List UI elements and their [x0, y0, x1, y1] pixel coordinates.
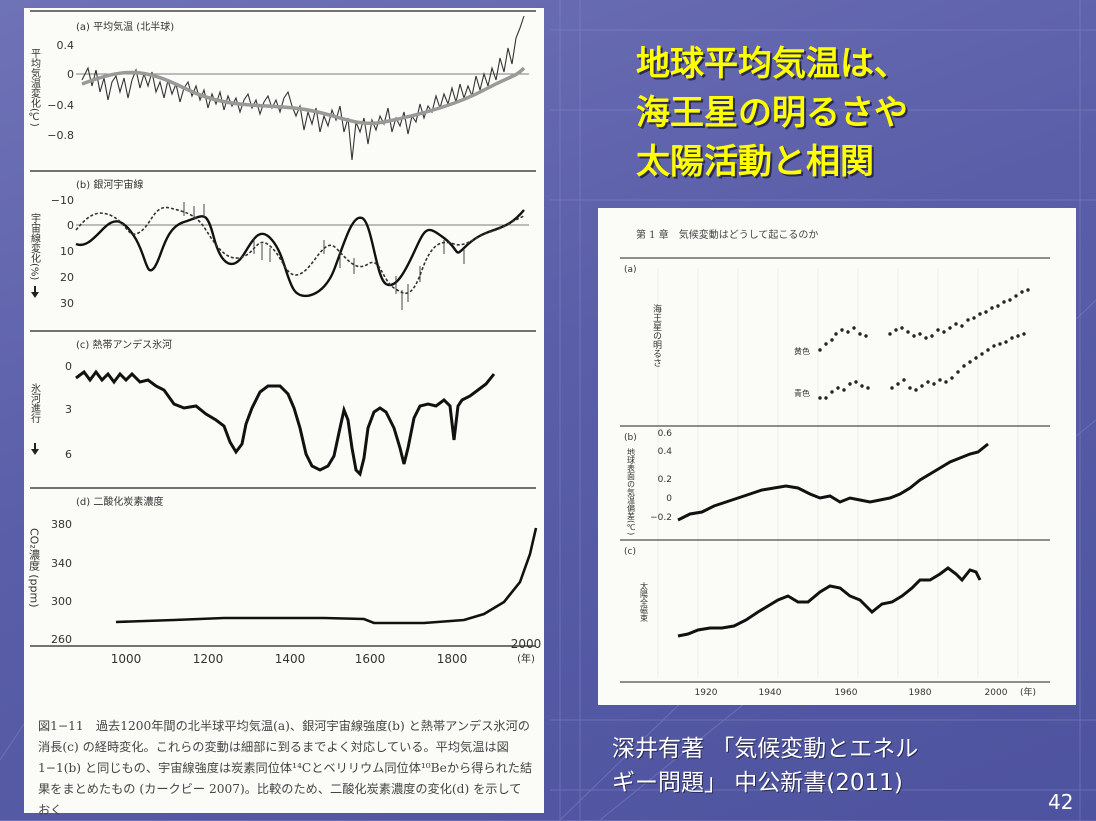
left-c-tick-3: 6: [65, 448, 72, 461]
left-x-tick-1000: 1000: [111, 652, 142, 666]
left-x-tick-1200: 1200: [193, 652, 224, 666]
left-d-co2-series: [115, 527, 538, 625]
left-panel-b-label: (b) 銀河宇宙線: [76, 178, 143, 191]
left-d-tick-4: 260: [51, 633, 72, 646]
left-x-tick-2000: 2000: [511, 637, 542, 651]
slide-title-line-2: 海王星の明るさや: [636, 93, 908, 133]
left-panel-c-label: (c) 熱帯アンデス氷河: [76, 338, 172, 351]
left-x-tick-1600: 1600: [355, 652, 386, 666]
left-panel-c-ylabel: 氷河進行: [29, 382, 41, 424]
right-x-unit: (年): [1020, 686, 1036, 698]
left-b-tick-3: 10: [60, 245, 74, 258]
right-c-solar-flux-series: [677, 566, 982, 638]
left-d-tick-3: 300: [51, 595, 72, 608]
left-c-tick-1: 0: [65, 360, 72, 373]
page-number: 42: [1048, 790, 1074, 814]
left-a-tick-2: 0: [67, 68, 74, 81]
left-b-tick-1: −10: [51, 194, 74, 207]
left-c-glacier-series: [75, 369, 496, 477]
left-d-tick-2: 340: [51, 557, 72, 570]
right-figure-chart: 第 1 章 気候変動はどうして起こるのか (a) (b) (c) 海王星の明るさ…: [620, 228, 1050, 698]
left-figure-page: (a) 平均気温 (北半球) (b) 銀河宇宙線 (c) 熱帯アンデス氷河 (d…: [24, 8, 544, 817]
citation-line-2: ギー問題」 中公新書(2011): [612, 770, 903, 796]
right-figure-header: 第 1 章 気候変動はどうして起こるのか: [636, 228, 818, 241]
left-a-temperature-series: [81, 15, 525, 161]
right-panel-b-label: (b): [624, 433, 637, 443]
right-panel-b-ylabel: 地球表面の気温偏差(℃): [626, 447, 636, 535]
series-label-yellow: 黄色: [794, 346, 810, 356]
left-figure-caption: 図1−11 過去1200年間の北半球平均気温(a)、銀河宇宙線強度(b) と熱帯…: [38, 719, 533, 817]
left-d-tick-1: 380: [51, 518, 72, 531]
left-b-tick-4: 20: [60, 271, 74, 284]
citation: 深井有著 「気候変動とエネル ギー問題」 中公新書(2011): [612, 732, 918, 800]
right-panel-c-label: (c): [624, 547, 636, 557]
right-x-tick-1940: 1940: [759, 688, 782, 698]
left-b-tick-5: 30: [60, 297, 74, 310]
right-b-tick-3: 0.2: [658, 475, 672, 485]
right-b-tick-2: 0.4: [658, 447, 673, 457]
down-arrows: [31, 286, 39, 455]
right-b-tick-1: 0.6: [658, 429, 673, 439]
neptune-blue-dots: [818, 332, 1026, 400]
right-x-tick-2000: 2000: [985, 688, 1008, 698]
right-x-tick-1980: 1980: [909, 688, 932, 698]
right-panel-c-ylabel: 太陽全磁束: [640, 581, 649, 623]
left-x-tick-1800: 1800: [437, 652, 468, 666]
right-figure-page: 第 1 章 気候変動はどうして起こるのか (a) (b) (c) 海王星の明るさ…: [598, 208, 1076, 705]
right-b-tick-4: 0: [666, 494, 672, 504]
neptune-yellow-dots: [818, 288, 1030, 352]
left-x-tick-1400: 1400: [275, 652, 306, 666]
right-b-temperature-series: [677, 442, 989, 522]
left-a-tick-1: 0.4: [57, 39, 75, 52]
right-panel-a-ylabel: 海王星の明るさ: [651, 303, 662, 367]
left-a-smooth-series: [81, 66, 526, 125]
left-a-tick-3: −0.4: [47, 99, 74, 112]
left-x-unit: (年): [517, 652, 535, 665]
left-figure-chart: (a) 平均気温 (北半球) (b) 銀河宇宙線 (c) 熱帯アンデス氷河 (d…: [28, 10, 542, 666]
slide-title-line-3: 太陽活動と相関: [636, 142, 874, 182]
left-panel-a-label: (a) 平均気温 (北半球): [76, 20, 174, 33]
left-panel-a-ylabel: 平均気温変化(℃): [28, 48, 40, 127]
left-c-tick-2: 3: [65, 403, 72, 416]
slide-title-line-1: 地球平均気温は、: [636, 44, 908, 84]
right-x-tick-1920: 1920: [695, 688, 718, 698]
right-b-tick-5: −0.2: [650, 513, 672, 523]
left-panel-b-ylabel: 宇宙線変化(%): [29, 212, 41, 281]
left-a-tick-4: −0.8: [47, 129, 74, 142]
left-b-tick-2: 0: [67, 219, 74, 232]
right-x-tick-1960: 1960: [835, 688, 858, 698]
left-panel-d-ylabel: CO₂濃度 (ppm): [28, 528, 41, 608]
slide-title: 地球平均気温は、 海王星の明るさや 太陽活動と相関: [636, 40, 1056, 187]
citation-line-1: 深井有著 「気候変動とエネル: [612, 736, 919, 762]
left-panel-d-label: (d) 二酸化炭素濃度: [76, 495, 163, 508]
left-b-error-bars: [183, 202, 465, 310]
series-label-blue: 青色: [794, 388, 810, 398]
left-b-cosmic-ray-solid: [75, 209, 525, 298]
left-b-cosmic-ray-dashed: [75, 206, 525, 294]
right-panel-a-label: (a): [624, 265, 637, 275]
